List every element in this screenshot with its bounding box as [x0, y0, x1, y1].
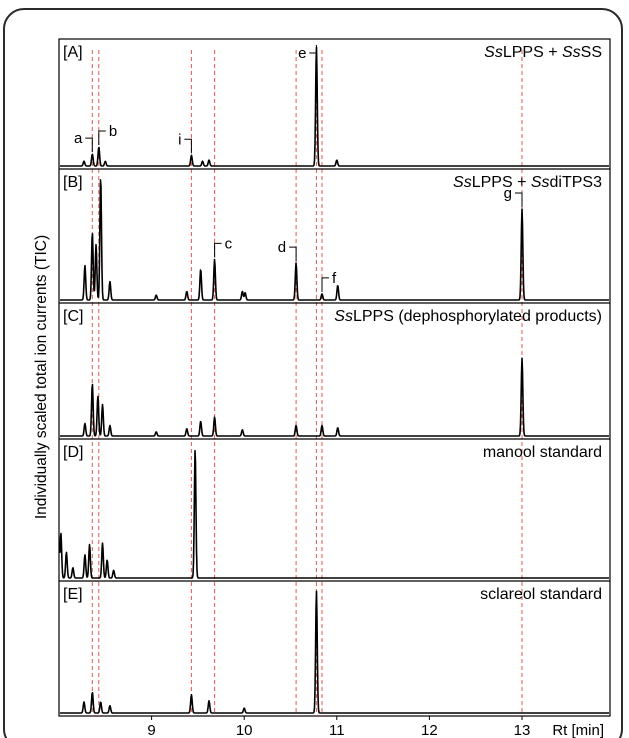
peak-label-leader: [98, 130, 106, 145]
panel-3: [C] SsLPPS (dephosphorylated products): [59, 302, 610, 437]
panel-id-label: [C]: [63, 308, 83, 325]
peak-label-leader: [184, 138, 192, 154]
reference-lines: [91, 50, 523, 716]
trace-line: [59, 179, 610, 301]
peak-label: e: [298, 45, 306, 62]
plot-area-border: [58, 38, 611, 717]
trace-line: [59, 590, 610, 714]
caption-part: LPPS +: [472, 174, 531, 191]
caption-part: Ss: [562, 44, 581, 61]
panel-caption: sclareol standard: [480, 586, 602, 603]
peak-label: d: [278, 239, 286, 256]
x-axis-label: Rt [min]: [552, 722, 604, 738]
trace-line: [59, 46, 610, 167]
x-tick-label: 12: [421, 722, 438, 738]
panel-5: [E] sclareol standard: [59, 580, 610, 714]
peak-label: a: [74, 130, 83, 147]
peak-label-leader: [515, 192, 523, 207]
panel-caption: manool standard: [483, 444, 602, 461]
caption-part: Ss: [484, 44, 503, 61]
caption-part: LPPS (dephosphorylated products): [353, 308, 602, 325]
panel-id-label: [A]: [63, 44, 83, 61]
x-tick-label: 9: [147, 722, 155, 738]
panel-id-label: [B]: [63, 174, 83, 191]
y-axis-label: Individually scaled total ion currents (…: [33, 235, 50, 519]
peak-label: g: [504, 185, 512, 202]
trace-line: [59, 357, 610, 437]
panel-4: [D] manool standard: [59, 438, 610, 579]
peak-label-leader: [214, 242, 222, 258]
peak-label: f: [332, 270, 337, 287]
peak-label: i: [178, 131, 181, 148]
peak-label-leader: [309, 45, 317, 54]
caption-part: Ss: [334, 308, 353, 325]
trace-line: [59, 449, 610, 579]
panel-caption: SsLPPS (dephosphorylated products): [334, 308, 602, 325]
caption-part: Ss: [453, 174, 472, 191]
peak-label: b: [109, 123, 117, 140]
panel-id-label: [E]: [63, 586, 83, 603]
caption-part: sclareol standard: [480, 586, 602, 603]
peak-label-leader: [289, 246, 297, 262]
x-tick-label: 11: [329, 722, 345, 738]
panel-id-label: [D]: [63, 444, 83, 461]
panel-caption: SsLPPS + SsdiTPS3: [453, 174, 602, 191]
outer-frame: [3, 8, 623, 738]
peak-label-leader: [85, 137, 93, 153]
caption-part: SS: [581, 44, 602, 61]
peak-label-leader: [321, 277, 329, 292]
caption-part: diTPS3: [550, 174, 603, 191]
caption-part: manool standard: [483, 444, 602, 461]
peak-label: c: [225, 235, 233, 252]
x-tick-label: 13: [514, 722, 531, 738]
caption-part: LPPS +: [503, 44, 562, 61]
panel-caption: SsLPPS + SsSS: [484, 44, 602, 61]
x-tick-label: 10: [236, 722, 253, 738]
x-axis: 9 10 11 12 13 Rt [min]: [147, 716, 604, 738]
caption-part: Ss: [531, 174, 550, 191]
